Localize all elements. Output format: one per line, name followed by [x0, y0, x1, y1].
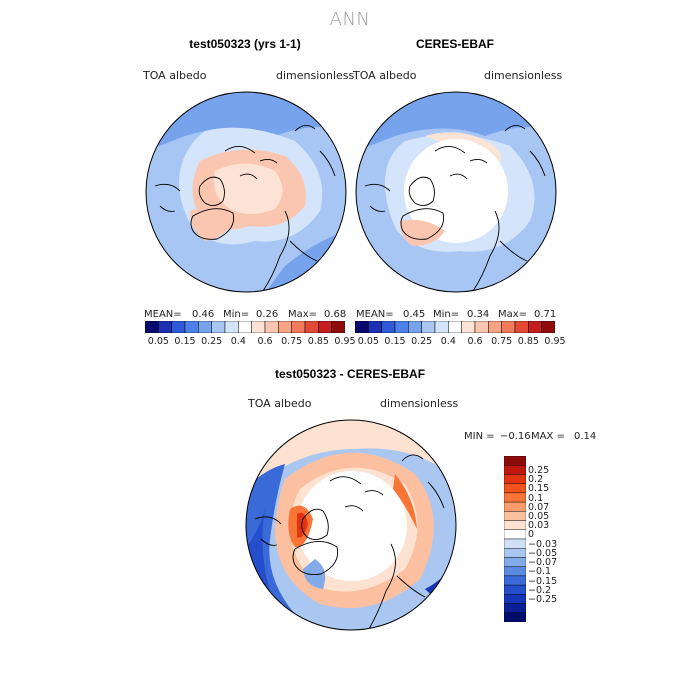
colorbar-swatch	[541, 321, 555, 333]
panel-2-min-value: 0.34	[467, 309, 490, 320]
panel-2-colorbar-labels: 0.05 0.15 0.25 0.4 0.6 0.75 0.85 0.95	[355, 336, 566, 350]
colorbar-tick-label: 0.15	[174, 336, 196, 347]
diff-panel-variable-label: TOA albedo	[248, 397, 312, 410]
colorbar-swatch	[291, 321, 306, 333]
colorbar-swatch	[158, 321, 172, 333]
panel-2-title: CERES-EBAF	[415, 37, 494, 51]
colorbar-swatch	[331, 321, 345, 333]
diff-min-label: MIN =	[464, 431, 495, 442]
panel-1-mean-value: 0.46	[192, 309, 215, 320]
panel-1-max-label: Max=	[288, 309, 318, 320]
diff-colorbar	[504, 456, 526, 622]
colorbar-swatch	[394, 321, 409, 333]
colorbar-swatch	[184, 321, 199, 333]
colorbar-tick-label: 0.05	[357, 336, 379, 347]
colorbar-swatch	[488, 321, 502, 333]
colorbar-tick-label: −0.15	[528, 575, 558, 587]
colorbar-tick-label: −0.1	[528, 566, 552, 578]
colorbar-swatch	[448, 321, 462, 333]
diff-max-value: 0.14	[574, 431, 597, 442]
panel-1-min-value: 0.26	[256, 309, 279, 320]
panel-2-mean-value: 0.45	[403, 309, 426, 320]
colorbar-tick-label: 0.85	[307, 336, 329, 347]
colorbar-tick-label: 0	[528, 529, 535, 541]
panel-1-colorbar-labels: 0.05 0.15 0.25 0.4 0.6 0.75 0.85 0.95	[145, 336, 356, 350]
colorbar-tick-label: 0.25	[528, 464, 550, 476]
colorbar-tick-label: −0.2	[528, 584, 552, 596]
colorbar-swatch	[434, 321, 449, 333]
panel-1-polar-map	[145, 91, 347, 293]
colorbar-swatch	[198, 321, 212, 333]
diff-min-value: −0.16	[500, 431, 531, 442]
colorbar-tick-label: −0.05	[528, 547, 558, 559]
panel-2-variable-label: TOA albedo	[353, 69, 417, 82]
panel-2-units-label: dimensionless	[484, 69, 563, 82]
panel-1-title: test050323 (yrs 1-1)	[189, 37, 301, 51]
colorbar-tick-label: 0.6	[467, 336, 483, 347]
diff-panel-title: test050323 - CERES-EBAF	[274, 367, 426, 381]
diff-max-label: MAX =	[531, 431, 565, 442]
figure-title: ANN	[329, 9, 371, 30]
colorbar-tick-label: 0.6	[257, 336, 273, 347]
colorbar-swatch	[278, 321, 292, 333]
colorbar-swatch	[421, 321, 436, 333]
colorbar-tick-label: 0.25	[201, 336, 223, 347]
colorbar-swatch	[408, 321, 422, 333]
colorbar-tick-label: −0.07	[528, 557, 558, 569]
diff-colorbar-labels: 0.25 0.2 0.15 0.1 0.07 0.05 0.03 0 −0.03 −0.05 −0.…	[490, 456, 560, 622]
colorbar-tick-label: 0.07	[528, 501, 550, 513]
colorbar-tick-label: −0.03	[528, 538, 558, 550]
colorbar-tick-label: −0.25	[528, 593, 558, 605]
colorbar-tick-label: 0.25	[411, 336, 433, 347]
colorbar-swatch	[474, 321, 489, 333]
colorbar-tick-label: 0.15	[528, 483, 550, 495]
colorbar-swatch	[224, 321, 239, 333]
panel-1-variable-label: TOA albedo	[143, 69, 207, 82]
panel-1-colorbar	[145, 321, 345, 333]
colorbar-swatch	[251, 321, 266, 333]
panel-1-min-label: Min=	[223, 309, 250, 320]
colorbar-swatch	[145, 321, 159, 333]
colorbar-swatch	[381, 321, 396, 333]
colorbar-swatch	[355, 321, 369, 333]
colorbar-tick-label: 0.2	[528, 474, 544, 486]
colorbar-swatch	[211, 321, 226, 333]
colorbar-tick-label: 0.75	[491, 336, 513, 347]
colorbar-swatch	[528, 321, 542, 333]
colorbar-tick-label: 0.75	[281, 336, 303, 347]
colorbar-tick-label: 0.4	[440, 336, 456, 347]
diff-polar-map	[245, 419, 457, 631]
colorbar-tick-label: 0.85	[517, 336, 539, 347]
panel-1-mean-label: MEAN=	[144, 309, 182, 320]
colorbar-tick-label: 0.95	[544, 336, 566, 347]
panel-1-max-value: 0.68	[324, 309, 347, 320]
panel-2-polar-map	[355, 91, 557, 293]
colorbar-tick-label: 0.03	[528, 520, 550, 532]
panel-2-colorbar	[355, 321, 555, 333]
panel-2-min-label: Min=	[433, 309, 460, 320]
colorbar-swatch	[318, 321, 332, 333]
colorbar-tick-label: 0.1	[528, 492, 544, 504]
diff-panel-units-label: dimensionless	[380, 397, 459, 410]
panel-2-max-value: 0.71	[534, 309, 557, 320]
colorbar-swatch	[238, 321, 252, 333]
panel-2-max-label: Max=	[498, 309, 528, 320]
colorbar-swatch	[501, 321, 516, 333]
colorbar-swatch	[304, 321, 319, 333]
colorbar-tick-label: 0.05	[528, 510, 550, 522]
colorbar-tick-label: 0.95	[334, 336, 356, 347]
panel-2-mean-label: MEAN=	[356, 309, 394, 320]
colorbar-swatch	[514, 321, 529, 333]
colorbar-swatch	[171, 321, 186, 333]
colorbar-tick-label: 0.15	[384, 336, 406, 347]
colorbar-swatch	[461, 321, 476, 333]
colorbar-tick-label: 0.05	[147, 336, 169, 347]
colorbar-swatch	[368, 321, 382, 333]
colorbar-swatch	[264, 321, 279, 333]
colorbar-tick-label: 0.4	[230, 336, 246, 347]
panel-1-units-label: dimensionless	[276, 69, 355, 82]
